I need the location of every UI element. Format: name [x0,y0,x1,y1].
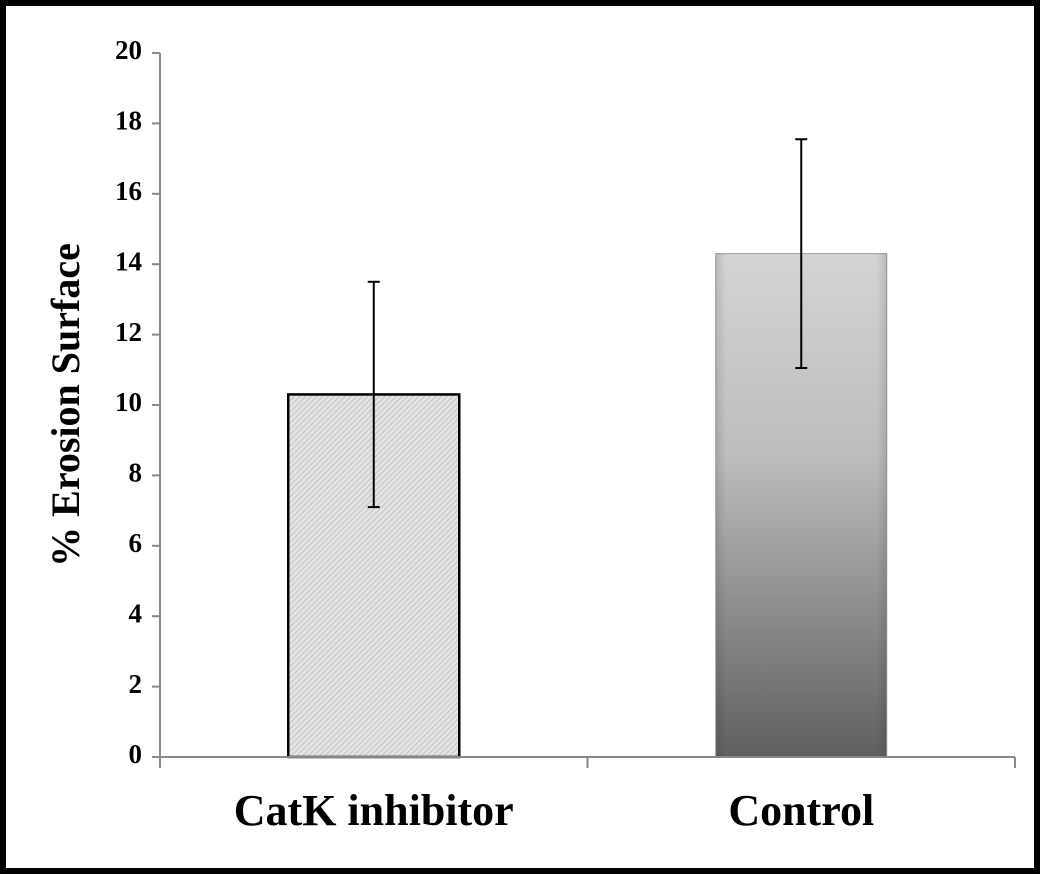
y-tick-label: 20 [115,35,142,65]
y-tick-label: 10 [115,387,142,417]
y-tick-label: 0 [129,739,143,769]
y-tick-label: 18 [115,106,142,136]
y-axis-label: % Erosion Surface [43,243,88,567]
y-tick-label: 8 [129,458,143,488]
y-tick-label: 16 [115,176,142,206]
y-tick-label: 2 [129,669,143,699]
x-tick-label: Control [728,786,874,835]
y-tick-label: 12 [115,317,142,347]
y-tick-label: 14 [115,246,142,276]
x-tick-label: CatK inhibitor [234,786,514,835]
y-tick-label: 4 [129,598,143,628]
y-tick-label: 6 [129,528,143,558]
